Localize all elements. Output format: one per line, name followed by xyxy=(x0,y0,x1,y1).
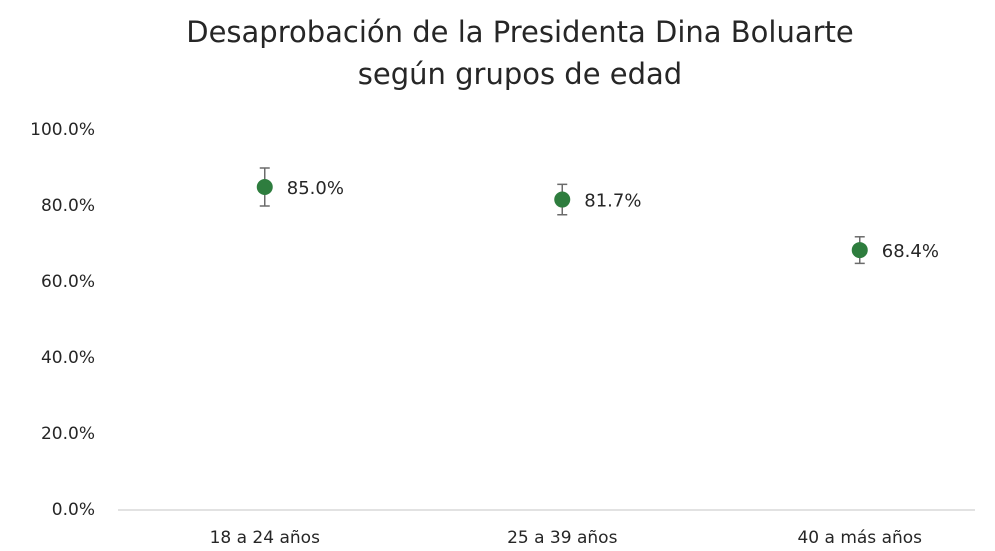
x-tick-label: 18 a 24 años xyxy=(210,528,320,548)
data-label: 85.0% xyxy=(287,178,344,199)
y-tick-label: 100.0% xyxy=(30,120,95,140)
data-label: 81.7% xyxy=(584,191,641,212)
point xyxy=(256,179,273,195)
chart-title: según grupos de edad xyxy=(358,57,682,91)
x-tick-label: 25 a 39 años xyxy=(507,528,617,548)
data-label: 68.4% xyxy=(882,241,939,262)
y-tick-label: 60.0% xyxy=(41,272,95,292)
x-tick-label: 40 a más años xyxy=(797,528,922,548)
chart-title: Desaprobación de la Presidenta Dina Bolu… xyxy=(186,15,854,49)
point xyxy=(851,242,868,259)
point xyxy=(554,191,571,208)
y-tick-label: 80.0% xyxy=(41,196,95,216)
y-tick-label: 0.0% xyxy=(52,500,95,520)
y-tick-label: 40.0% xyxy=(41,348,95,368)
y-tick-label: 20.0% xyxy=(41,424,95,444)
